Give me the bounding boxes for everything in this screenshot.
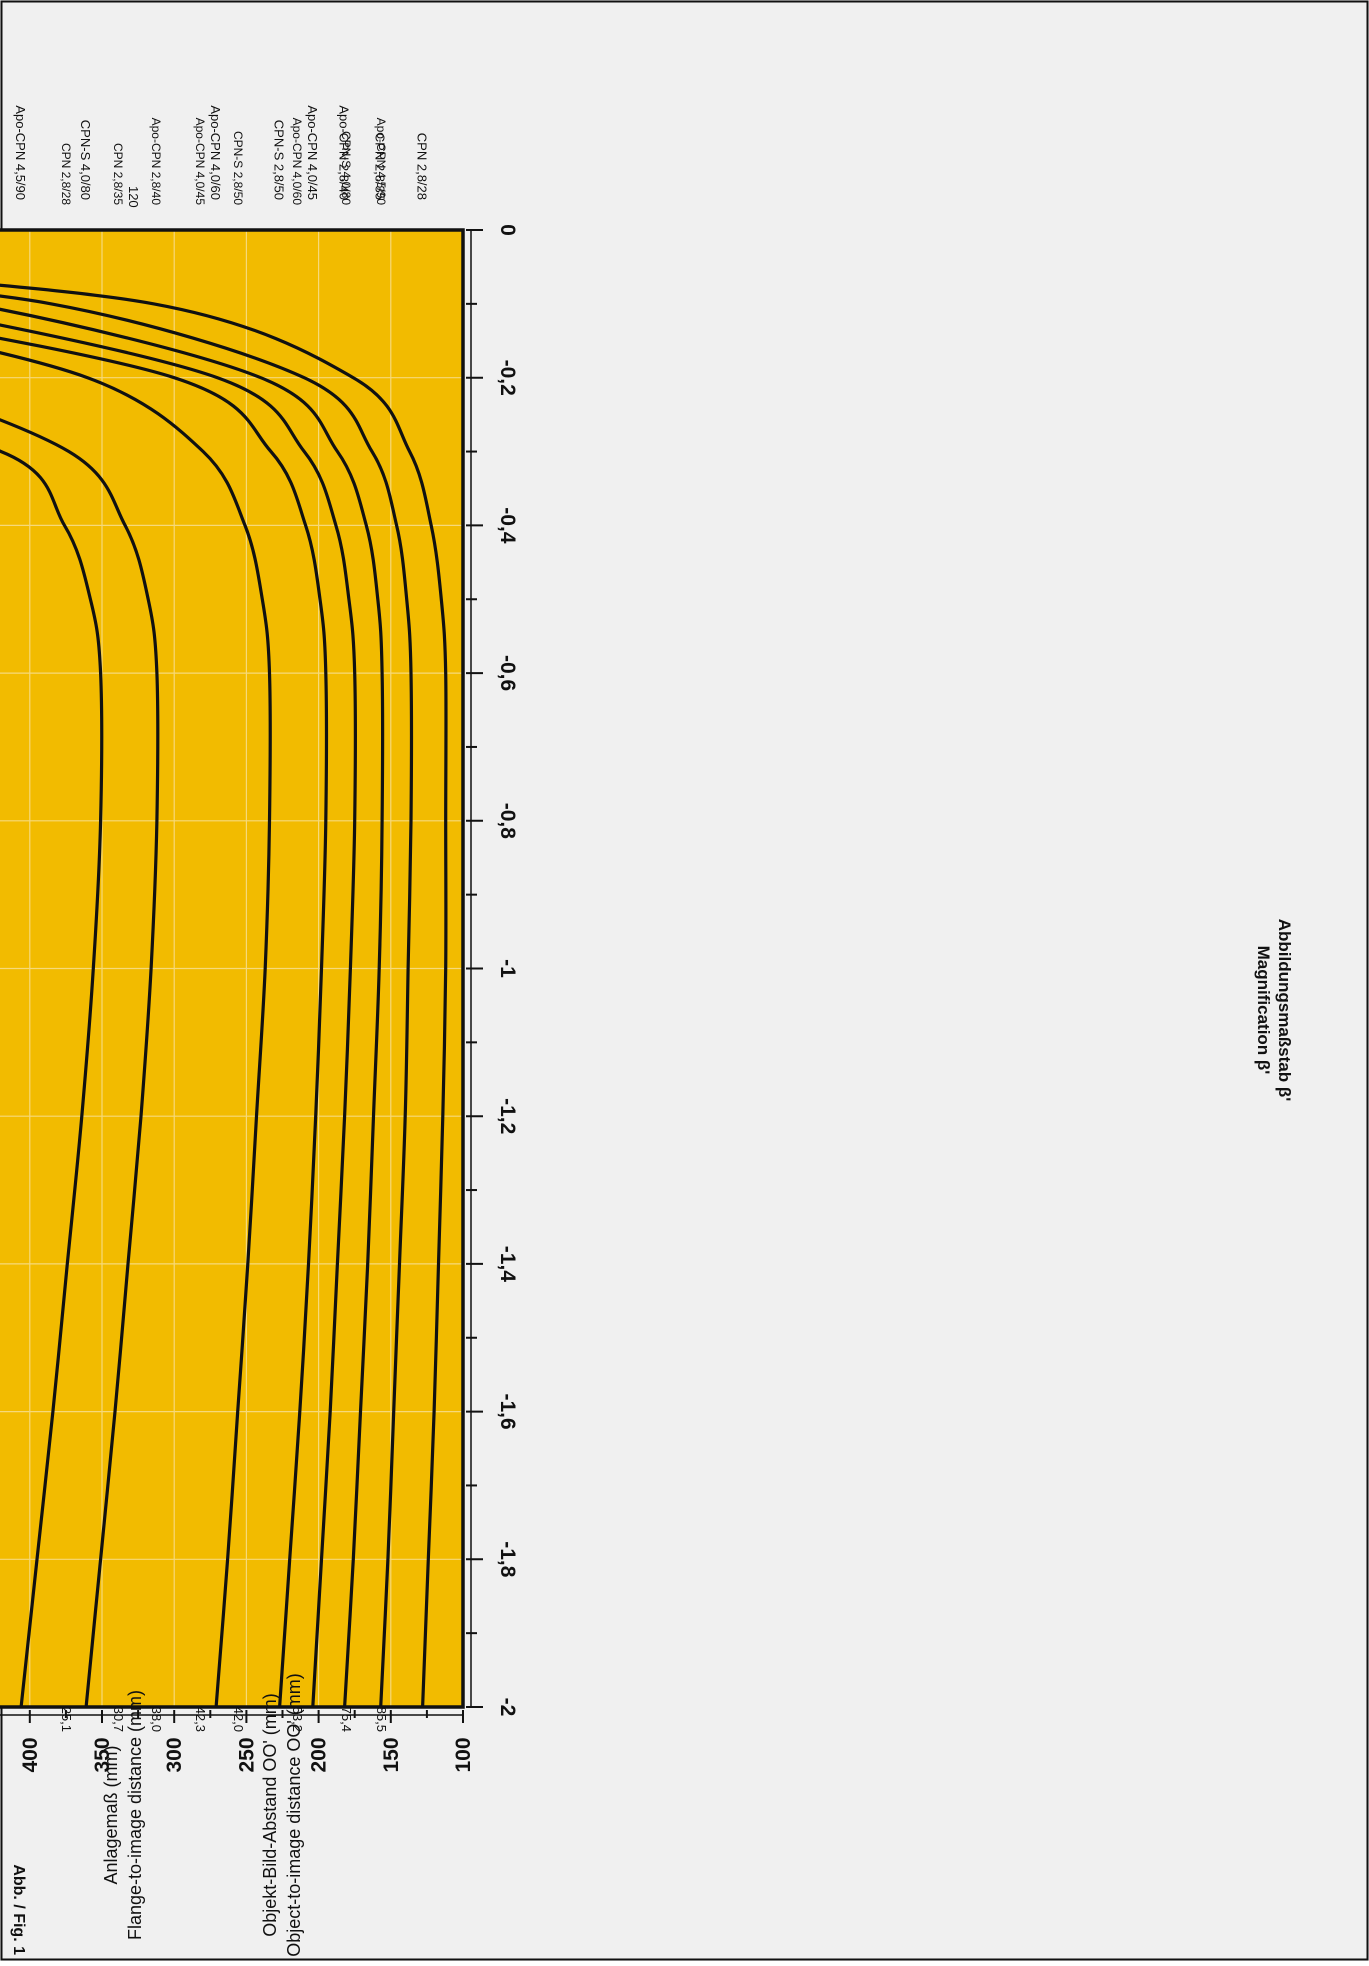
series-label: CPN-S 4,0/80 [78, 120, 93, 200]
flange-scale-name: Apo-CPN 4,0/60 [290, 118, 304, 206]
y-tick-label-group: 100 [452, 1737, 475, 1772]
y-tick-label-group: 250 [235, 1737, 258, 1772]
flange-scale-start-label: 42,3 [193, 1707, 208, 1732]
y-tick-label: 200 [308, 1737, 331, 1772]
y-tick-label-group: 400 [19, 1737, 42, 1772]
series-group: CPN 2,8/28 CPN 2,8/35 Apo-CPN 2,8/40 Apo-CP… [0, 105, 448, 1708]
x-tick-label: -1 [496, 959, 519, 978]
x-tick-label: -1,6 [496, 1394, 519, 1430]
series-line [0, 355, 160, 1708]
y-tick-label-group: 300 [163, 1737, 186, 1772]
flange-axis-title: Anlagemaß (mm) Flange-to-image distance … [101, 1690, 145, 1940]
series-label: CPN 2,8/35 [373, 133, 388, 200]
x-axis-title-english: Magnification β' [1254, 946, 1273, 1075]
flange-scale-tick-label: 120 [126, 186, 141, 208]
figure-label: Abb. / Fig. 1 [10, 1864, 27, 1955]
series-line [0, 272, 414, 1708]
y-axis-title-english: Object-to-image distance OO' (mm) [284, 1673, 304, 1957]
y-axis-title: Objekt-Bild-Abstand OO' (mm) Object-to-i… [260, 1673, 304, 1957]
y-tick-label: 150 [380, 1737, 403, 1772]
axes: Abbildungsmaßstab β' Magnification β' 0 -… [0, 224, 1294, 1773]
flange-scale-name: Apo-CPN 2,8/40 [149, 118, 163, 206]
x-tick-label: -2 [496, 1698, 519, 1717]
x-tick-label: -0,6 [496, 655, 519, 691]
flange-scale-name: CPN 2,8/35 [111, 143, 125, 205]
series-label: Apo-CPN 4,0/45 [305, 105, 320, 200]
flange-scale-start-label: 53,2 [290, 1707, 305, 1732]
series-label: Apo-CPN 4,0/60 [208, 105, 223, 200]
x-tick-label: -1,8 [496, 1541, 519, 1578]
y-axis-title-german: Objekt-Bild-Abstand OO' (mm) [260, 1693, 280, 1937]
series-line [0, 278, 385, 1708]
x-tick-label: -1,4 [496, 1246, 519, 1283]
flange-scale-name: Apo-CPN 4,0/45 [193, 118, 207, 206]
y-tick-label-group: 200 [308, 1737, 331, 1772]
x-axis-title-german: Abbildungsmaßstab β' [1275, 919, 1294, 1102]
series-label: CPN 2,8/28 [415, 133, 430, 200]
plot-border [0, 228, 465, 1709]
flange-scale-start-label: 38,0 [149, 1707, 164, 1732]
y-tick-label: 350 [91, 1737, 114, 1772]
flange-axis-title-english: Flange-to-image distance (mm) [125, 1690, 145, 1940]
flange-scale-name: CPN-S 2,8/50 [231, 131, 245, 205]
flange-scale-name: CPN 2,8/28 [59, 143, 73, 205]
y-tick-label: 400 [19, 1737, 42, 1772]
y-tick-label-group: 350 [91, 1737, 114, 1772]
series-label: CPN-S 2,8/50 [272, 120, 287, 200]
series-line [0, 285, 357, 1708]
y-tick-label: 100 [452, 1737, 475, 1772]
series-label: Apo-CPN 4,5/90 [13, 105, 28, 200]
flange-axis-title-german: Anlagemaß (mm) [101, 1745, 121, 1884]
series-line [0, 305, 272, 1708]
series-line [0, 263, 448, 1708]
plot-area: CPN 2,8/28 CPN 2,8/35 Apo-CPN 2,8/40 Apo-CP… [0, 105, 465, 1709]
x-tick-label: -1,2 [496, 1098, 519, 1134]
flange-scale-name: Apo-CPN 4,5/90 [374, 118, 388, 206]
y-tick-label: 250 [235, 1737, 258, 1772]
flange-scale-start-label: 30,7 [111, 1707, 126, 1732]
y-tick-label-group: 150 [380, 1737, 403, 1772]
x-tick-label: -0,2 [496, 360, 519, 396]
flange-scale-start-label: 75,4 [339, 1707, 354, 1732]
series-label: Apo-CPN 2,8/40 [337, 105, 352, 200]
y-tick-label: 300 [163, 1737, 186, 1772]
series-line [0, 291, 329, 1708]
flange-scale-start-label: 25,1 [59, 1707, 74, 1732]
series-line [0, 393, 104, 1708]
x-tick-label: -0,8 [496, 803, 519, 840]
flange-scale-start-label: 85,5 [374, 1707, 389, 1732]
flange-scale-start-label: 42,0 [231, 1707, 246, 1732]
x-tick-label: 0 [496, 224, 519, 236]
flange-scale-name: CPN-S 4,0/80 [339, 131, 353, 205]
x-tick-label: -0,4 [496, 507, 519, 544]
